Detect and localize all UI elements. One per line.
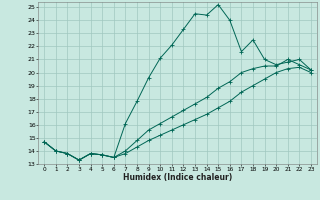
X-axis label: Humidex (Indice chaleur): Humidex (Indice chaleur) bbox=[123, 173, 232, 182]
